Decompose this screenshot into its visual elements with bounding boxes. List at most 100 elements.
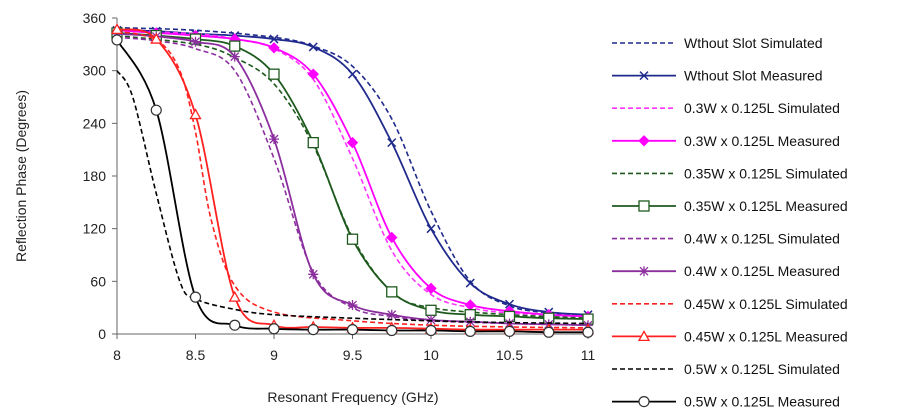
- series-0: [116, 26, 589, 317]
- data-point: [229, 40, 241, 52]
- legend-label: 0.4W x 0.125L Simulated: [684, 231, 840, 247]
- data-point: [189, 291, 202, 303]
- legend-item: 0.45W x 0.125L Simulated: [612, 296, 848, 312]
- legend-marker: [637, 330, 651, 342]
- legend-label: 0.45W x 0.125L Simulated: [684, 296, 848, 312]
- data-point: [426, 314, 436, 325]
- series-line: [116, 29, 589, 316]
- y-tick-label: 60: [90, 273, 106, 289]
- legend-item: Wthout Slot Simulated: [612, 35, 823, 51]
- legend-label: 0.35W x 0.125L Measured: [684, 198, 848, 214]
- chart-axes: 8 8.5 9 9.5 10 10.5 11 0 60 120 180 240 300 360: [83, 10, 596, 363]
- y-tick-label: 300: [83, 63, 107, 79]
- x-tick-label: 10.5: [496, 347, 523, 363]
- data-point: [386, 324, 398, 337]
- data-point: [425, 304, 437, 316]
- data-point: [347, 300, 358, 311]
- legend-label: 0.4W x 0.125L Measured: [684, 263, 840, 279]
- data-point: [268, 42, 280, 54]
- series-6: [116, 36, 589, 326]
- data-point: [228, 290, 241, 302]
- data-point: [425, 324, 437, 337]
- data-point: [307, 68, 319, 80]
- series-11: [111, 34, 594, 338]
- legend-item: 0.5W x 0.125L Simulated: [612, 361, 840, 377]
- series-8: [116, 30, 589, 329]
- data-point: [464, 299, 476, 311]
- data-point: [307, 136, 319, 149]
- legend-item: 0.4W x 0.125L Simulated: [612, 231, 840, 247]
- data-point: [150, 32, 163, 44]
- data-point: [307, 324, 319, 336]
- data-point: [503, 325, 516, 337]
- data-point: [268, 68, 280, 80]
- legend-label: 0.3W x 0.125L Measured: [684, 133, 840, 149]
- legend-label: 0.5W x 0.125L Simulated: [684, 361, 840, 377]
- series-10: [116, 70, 589, 325]
- legend-item: Wthout Slot Measured: [612, 68, 823, 84]
- data-point: [464, 325, 476, 337]
- chart-legend: Wthout Slot Simulated Wthout Slot Measure…: [612, 35, 848, 408]
- series-4: [116, 34, 589, 319]
- legend-label: Wthout Slot Simulated: [684, 35, 823, 51]
- legend-item: 0.3W x 0.125L Simulated: [612, 100, 840, 116]
- data-point: [308, 42, 318, 52]
- y-tick-label: 0: [98, 326, 106, 342]
- x-tick-label: 11: [581, 347, 596, 363]
- x-tick-label: 9.5: [343, 347, 363, 363]
- legend-label: 0.35W x 0.125L Simulated: [684, 165, 848, 181]
- x-tick-label: 8: [113, 347, 121, 363]
- data-point: [465, 278, 475, 288]
- legend-item: 0.4W x 0.125L Measured: [612, 263, 840, 279]
- legend-label: 0.5W x 0.125L Measured: [684, 394, 840, 408]
- plot-area: [110, 23, 595, 338]
- data-point: [111, 34, 123, 46]
- data-point: [308, 269, 319, 280]
- legend-label: 0.45W x 0.125L Measured: [684, 328, 848, 344]
- legend-marker: [638, 396, 650, 408]
- legend-marker: [638, 200, 650, 212]
- series-line: [116, 30, 589, 329]
- data-point: [347, 69, 358, 79]
- data-point: [386, 309, 397, 320]
- legend-item: 0.5W x 0.125L Measured: [612, 394, 840, 408]
- data-point: [346, 136, 359, 149]
- series-3: [111, 24, 594, 323]
- series-line: [116, 26, 589, 317]
- legend-item: 0.45W x 0.125L Measured: [612, 328, 848, 344]
- data-point: [346, 324, 359, 336]
- data-point: [150, 104, 162, 116]
- data-point: [269, 134, 279, 145]
- data-point: [425, 282, 437, 295]
- data-point: [269, 34, 279, 44]
- data-point: [346, 233, 359, 245]
- data-point: [229, 51, 240, 62]
- data-point: [229, 319, 241, 331]
- series-line: [116, 32, 589, 327]
- data-point: [268, 323, 280, 335]
- series-1: [112, 25, 593, 320]
- data-point: [189, 108, 202, 120]
- series-9: [110, 23, 595, 335]
- series-line: [116, 32, 589, 320]
- data-point: [386, 286, 398, 298]
- series-5: [111, 27, 594, 325]
- data-point: [190, 36, 201, 47]
- data-point: [387, 138, 397, 148]
- series-line: [116, 70, 589, 325]
- y-tick-label: 240: [83, 115, 107, 131]
- x-axis-label: Resonant Frequency (GHz): [267, 389, 438, 405]
- series-line: [116, 39, 589, 334]
- data-point: [582, 326, 594, 338]
- legend-label: 0.3W x 0.125L Simulated: [684, 100, 840, 116]
- y-tick-label: 360: [83, 10, 107, 26]
- y-tick-label: 120: [83, 221, 107, 237]
- legend-item: 0.3W x 0.125L Measured: [612, 133, 840, 149]
- y-tick-label: 180: [83, 168, 107, 184]
- legend-item: 0.35W x 0.125L Measured: [612, 198, 848, 214]
- y-axis-label: Reflection Phase (Degrees): [13, 90, 29, 262]
- legend-marker: [638, 135, 650, 147]
- series-line: [116, 34, 589, 319]
- data-point: [110, 23, 124, 35]
